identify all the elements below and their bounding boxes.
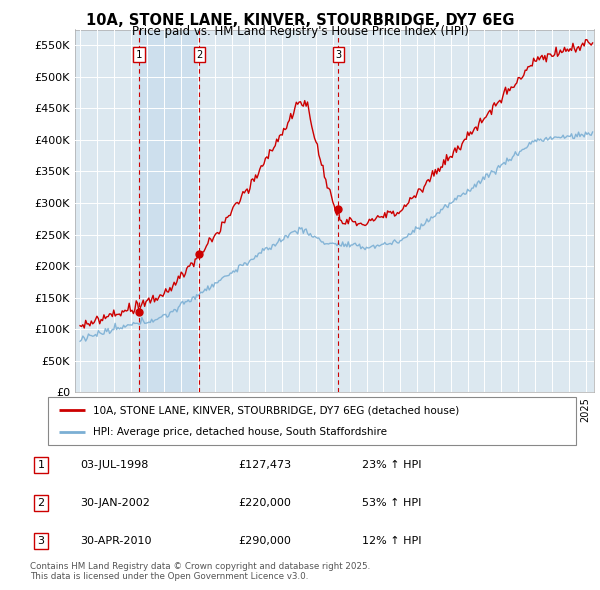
Text: £127,473: £127,473 bbox=[238, 460, 292, 470]
Text: 1: 1 bbox=[136, 50, 142, 60]
Text: 1: 1 bbox=[37, 460, 44, 470]
Text: 3: 3 bbox=[37, 536, 44, 546]
Text: 53% ↑ HPI: 53% ↑ HPI bbox=[362, 498, 422, 508]
Text: Price paid vs. HM Land Registry's House Price Index (HPI): Price paid vs. HM Land Registry's House … bbox=[131, 25, 469, 38]
Text: 03-JUL-1998: 03-JUL-1998 bbox=[80, 460, 149, 470]
Text: 23% ↑ HPI: 23% ↑ HPI bbox=[362, 460, 422, 470]
Text: 2: 2 bbox=[37, 498, 44, 508]
Text: £220,000: £220,000 bbox=[238, 498, 291, 508]
Text: 10A, STONE LANE, KINVER, STOURBRIDGE, DY7 6EG: 10A, STONE LANE, KINVER, STOURBRIDGE, DY… bbox=[86, 13, 514, 28]
Text: HPI: Average price, detached house, South Staffordshire: HPI: Average price, detached house, Sout… bbox=[93, 427, 387, 437]
Text: 3: 3 bbox=[335, 50, 341, 60]
Text: Contains HM Land Registry data © Crown copyright and database right 2025.
This d: Contains HM Land Registry data © Crown c… bbox=[30, 562, 370, 581]
Text: 2: 2 bbox=[196, 50, 202, 60]
Text: 30-APR-2010: 30-APR-2010 bbox=[80, 536, 152, 546]
Text: 10A, STONE LANE, KINVER, STOURBRIDGE, DY7 6EG (detached house): 10A, STONE LANE, KINVER, STOURBRIDGE, DY… bbox=[93, 405, 459, 415]
Text: 30-JAN-2002: 30-JAN-2002 bbox=[80, 498, 150, 508]
Text: £290,000: £290,000 bbox=[238, 536, 291, 546]
Bar bbox=[139, 30, 199, 392]
Text: 12% ↑ HPI: 12% ↑ HPI bbox=[362, 536, 422, 546]
